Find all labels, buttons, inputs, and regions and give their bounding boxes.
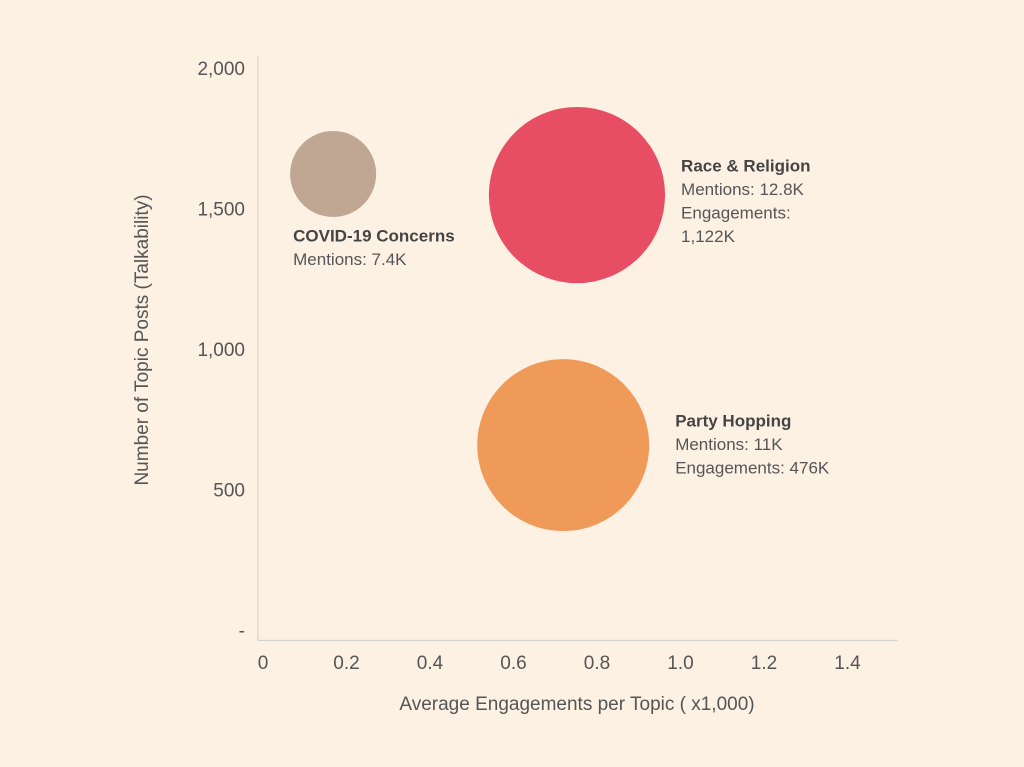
x-tick-label: 0.2 [333,653,359,674]
annotation-title: Party Hopping [675,412,791,431]
x-tick-label: 0 [258,653,269,674]
annotation-line: Engagements: 476K [675,459,830,478]
x-axis-title: Average Engagements per Topic ( x1,000) [399,694,754,715]
x-tick-label: 0.4 [417,653,444,674]
annotation-line: Mentions: 7.4K [293,250,407,269]
y-tick-label: 1,500 [197,200,245,221]
annotation-line: Engagements: [681,204,791,223]
x-tick-label: 0.6 [500,653,526,674]
bubble [477,359,650,532]
y-tick-label: 2,000 [197,59,245,80]
x-tick-label: 0.8 [584,653,610,674]
y-tick-label: 1,000 [197,340,245,361]
annotation-line: Mentions: 12.8K [681,180,805,199]
annotation-title: COVID-19 Concerns [293,226,455,245]
x-tick-label: 1.0 [667,653,693,674]
y-axis-title: Number of Topic Posts (Talkability) [132,194,153,485]
x-tick-label: 1.4 [834,653,861,674]
x-tick-label: 1.2 [751,653,777,674]
annotation-title: Race & Religion [681,157,810,176]
y-tick-label: - [239,621,245,642]
annotation-line: Mentions: 11K [675,435,783,454]
bubble [290,130,377,217]
y-tick-label: 500 [213,481,245,502]
annotation-line: 1,122K [681,227,736,246]
bubble [488,106,666,284]
